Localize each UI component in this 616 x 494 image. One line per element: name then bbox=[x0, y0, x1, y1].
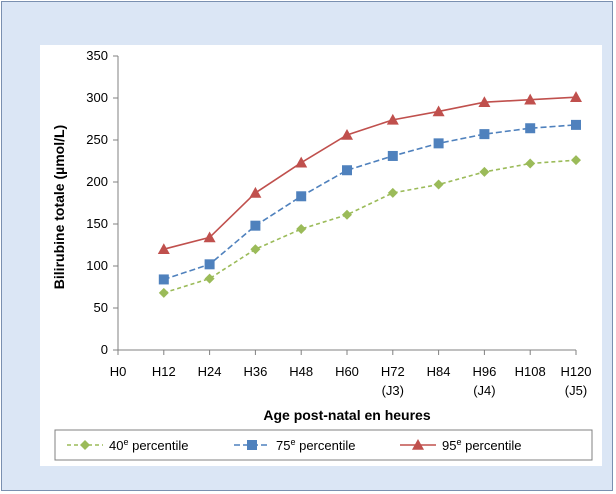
legend: 40e percentile 75e percentile 95e percenti… bbox=[54, 429, 593, 461]
x-tick-sublabel-h72: (J3) bbox=[382, 383, 404, 398]
series-markers bbox=[157, 91, 582, 298]
legend-marker-40e-percentile bbox=[80, 440, 90, 450]
data-point-75e-percentile-72 bbox=[387, 150, 398, 161]
series-line-75e-percentile bbox=[163, 124, 577, 281]
data-point-75e-percentile-120 bbox=[571, 119, 581, 130]
x-tick-label-h12: H12 bbox=[152, 364, 176, 379]
x-tick-label-h84: H84 bbox=[427, 364, 451, 379]
y-tick-label-250: 250 bbox=[86, 132, 108, 147]
series-lines bbox=[163, 96, 577, 294]
y-tick-label-150: 150 bbox=[86, 216, 108, 231]
data-point-40e-percentile-48 bbox=[296, 224, 307, 235]
data-point-95e-percentile-96 bbox=[478, 96, 491, 107]
y-tick-label-300: 300 bbox=[86, 90, 108, 105]
y-tick-labels: 0 50 100 150 200 250 300 350 bbox=[86, 48, 108, 357]
x-tick-label-h120: H120 bbox=[560, 364, 591, 379]
x-tick-label-h108: H108 bbox=[515, 364, 546, 379]
x-tick-label-h36: H36 bbox=[243, 364, 267, 379]
x-tick-label-h60: H60 bbox=[335, 364, 359, 379]
legend-marker-95e-percentile bbox=[412, 439, 424, 450]
y-tick-label-100: 100 bbox=[86, 258, 108, 273]
data-point-95e-percentile-60 bbox=[341, 128, 353, 140]
data-point-75e-percentile-96 bbox=[479, 129, 490, 140]
chart-card bbox=[40, 45, 602, 466]
legend-label-40e-percentile: 40e percentile bbox=[109, 437, 188, 453]
data-point-95e-percentile-48 bbox=[295, 156, 308, 168]
x-tick-label-h48: H48 bbox=[289, 364, 313, 379]
legend-label-75e-percentile: 75e percentile bbox=[276, 437, 355, 453]
data-point-75e-percentile-12 bbox=[158, 274, 169, 285]
y-tick-label-50: 50 bbox=[94, 300, 108, 315]
data-point-95e-percentile-12 bbox=[157, 243, 170, 254]
data-point-40e-percentile-24 bbox=[204, 273, 215, 284]
data-point-75e-percentile-108 bbox=[525, 123, 536, 134]
series-line-95e-percentile bbox=[163, 96, 577, 250]
data-point-40e-percentile-108 bbox=[525, 158, 536, 169]
data-point-75e-percentile-60 bbox=[342, 165, 352, 176]
data-point-40e-percentile-96 bbox=[479, 166, 490, 177]
x-axis-label: Age post-natal en heures bbox=[263, 407, 430, 423]
x-tick-label-h72: H72 bbox=[381, 364, 405, 379]
x-tick-label-h0: H0 bbox=[110, 364, 127, 379]
data-point-95e-percentile-108 bbox=[524, 93, 537, 105]
x-tick-sublabel-h96: (J4) bbox=[473, 383, 495, 398]
data-point-95e-percentile-24 bbox=[203, 231, 216, 243]
data-point-95e-percentile-84 bbox=[432, 105, 445, 117]
data-point-75e-percentile-24 bbox=[204, 259, 215, 270]
data-point-75e-percentile-84 bbox=[433, 138, 444, 149]
x-tick-label-h24: H24 bbox=[198, 364, 222, 379]
data-point-75e-percentile-48 bbox=[296, 191, 307, 202]
data-point-40e-percentile-60 bbox=[342, 209, 352, 220]
data-point-95e-percentile-36 bbox=[249, 186, 262, 198]
x-tick-labels: H0 H12 H24 H36 H48 H60 H72 (J3) H84 H96 (J4) H108 H1… bbox=[110, 364, 592, 398]
legend-box bbox=[54, 429, 593, 461]
data-point-75e-percentile-36 bbox=[250, 220, 261, 231]
x-tick-label-h96: H96 bbox=[472, 364, 496, 379]
legend-label-95e-percentile: 95e percentile bbox=[442, 437, 521, 453]
y-tick-label-350: 350 bbox=[86, 48, 108, 63]
y-tick-label-0: 0 bbox=[101, 342, 108, 357]
series-line-40e-percentile bbox=[163, 159, 577, 294]
data-point-40e-percentile-120 bbox=[571, 155, 581, 166]
axes bbox=[113, 55, 577, 355]
legend-marker-75e-percentile bbox=[247, 440, 257, 450]
x-tick-sublabel-h120: (J5) bbox=[565, 383, 587, 398]
data-point-40e-percentile-84 bbox=[433, 179, 444, 190]
data-point-40e-percentile-12 bbox=[158, 287, 169, 298]
data-point-40e-percentile-36 bbox=[250, 244, 261, 255]
y-axis-label: Bilirubine totale (µmol/L) bbox=[51, 125, 67, 289]
data-point-40e-percentile-72 bbox=[387, 187, 398, 198]
data-point-95e-percentile-120 bbox=[570, 91, 582, 102]
y-tick-label-200: 200 bbox=[86, 174, 108, 189]
data-point-95e-percentile-72 bbox=[386, 113, 399, 125]
